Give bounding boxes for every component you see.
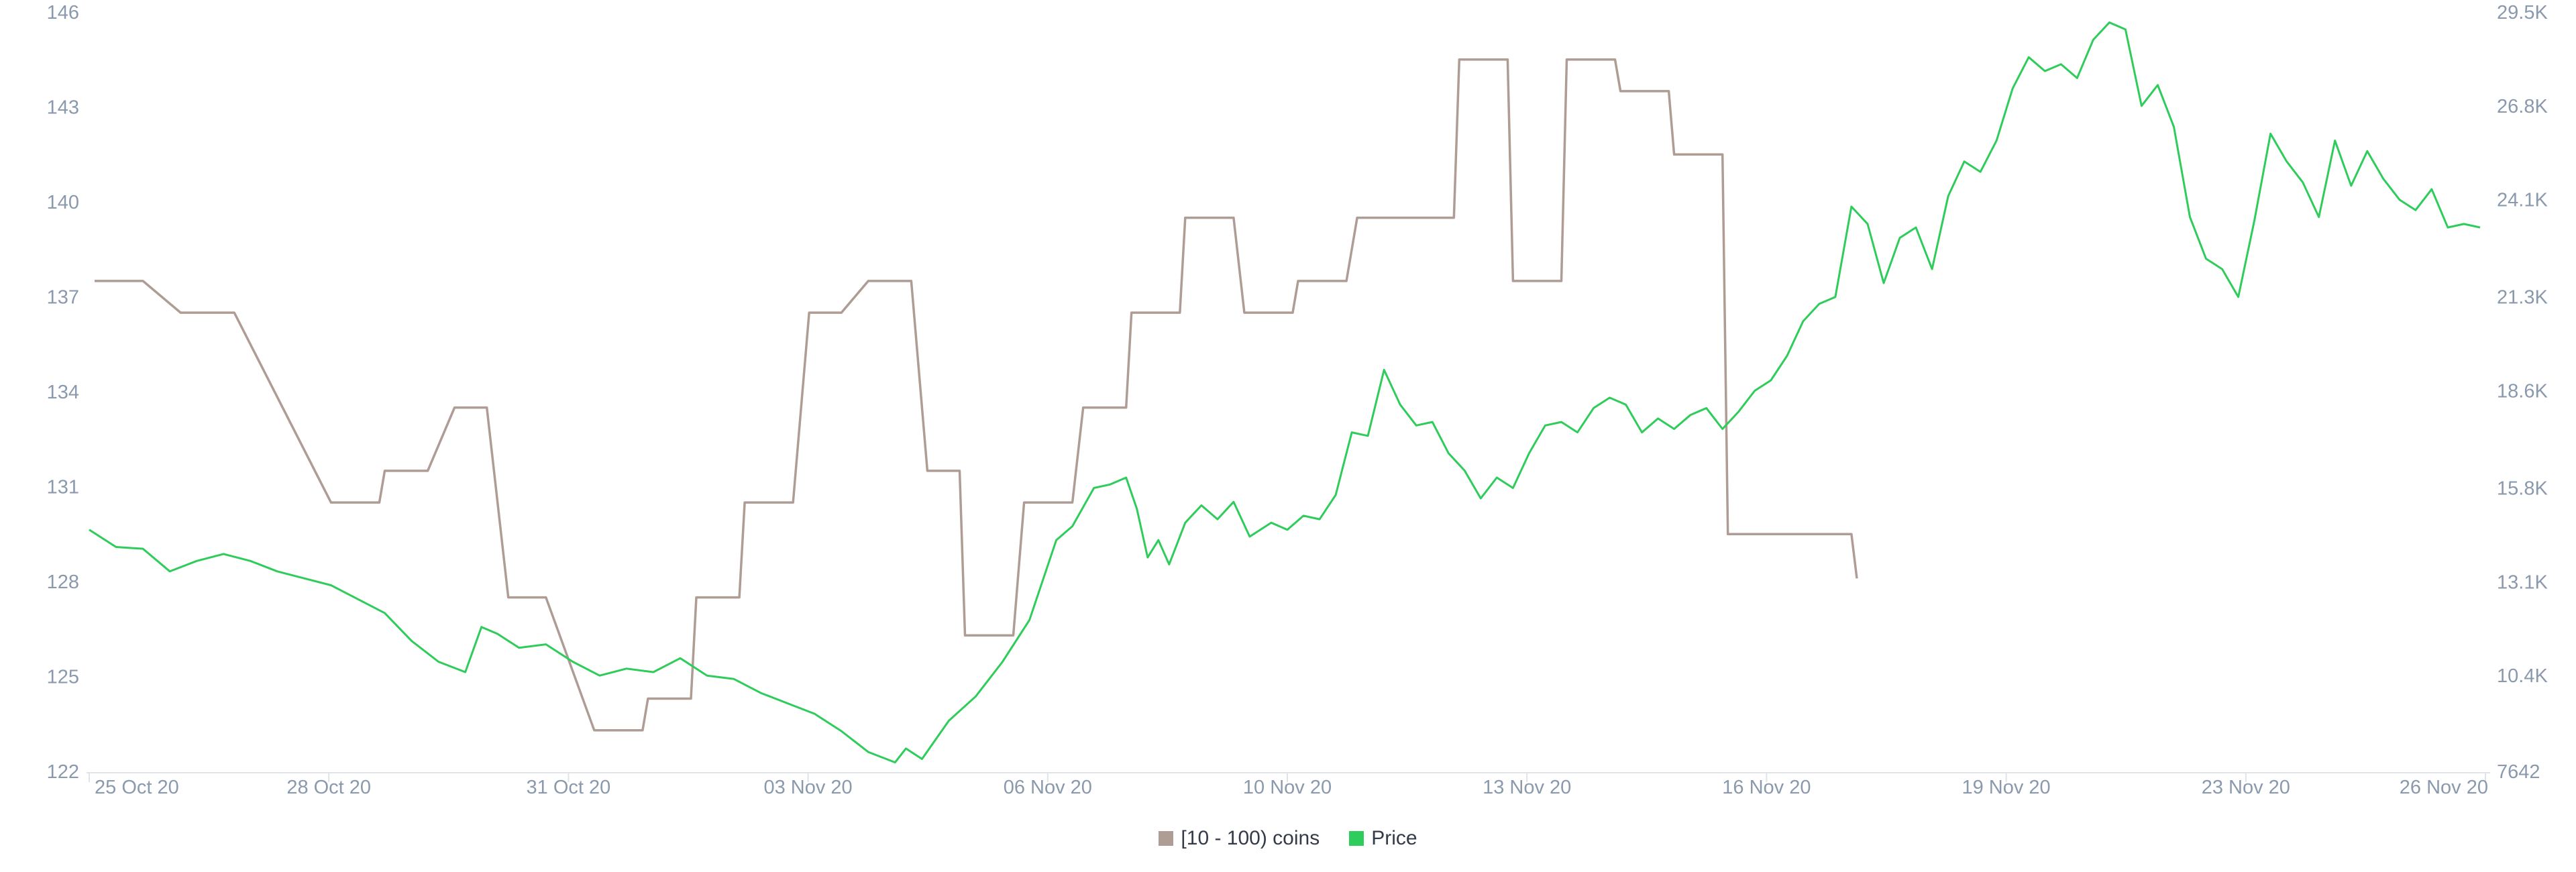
series-line-price xyxy=(89,21,2481,764)
y-right-tick-label: 18.6K xyxy=(2497,380,2548,402)
x-tick-label: 23 Nov 20 xyxy=(2202,777,2290,798)
x-tick-label: 10 Nov 20 xyxy=(1243,777,1332,798)
y-left-tick-label: 134 xyxy=(47,382,79,403)
legend-item-price[interactable]: Price xyxy=(1349,827,1417,850)
y-left-tick-label: 125 xyxy=(47,667,79,688)
y-right-tick-label: 15.8K xyxy=(2497,478,2548,500)
legend-label-coins: [10 - 100) coins xyxy=(1181,827,1320,849)
y-left-ticks: 122 125 128 131 134 137 140 143 146 xyxy=(47,2,79,783)
series-layer xyxy=(89,21,2481,764)
y-right-tick-label: 7642 xyxy=(2497,761,2540,783)
y-left-tick-label: 128 xyxy=(47,571,79,593)
x-tick-label: 31 Oct 20 xyxy=(527,777,611,798)
legend: [10 - 100) coins Price xyxy=(0,822,2576,855)
legend-item-coins[interactable]: [10 - 100) coins xyxy=(1159,827,1320,850)
y-left-tick-label: 140 xyxy=(47,192,79,213)
y-left-tick-label: 143 xyxy=(47,97,79,119)
y-left-tick-label: 131 xyxy=(47,477,79,498)
series-line-coins xyxy=(95,58,1858,732)
legend-swatch-price xyxy=(1349,831,1364,846)
y-right-tick-label: 26.8K xyxy=(2497,96,2548,117)
y-left-tick-label: 137 xyxy=(47,287,79,309)
y-left-tick-label: 122 xyxy=(47,761,79,783)
y-right-tick-label: 29.5K xyxy=(2497,2,2548,23)
x-tick-label: 03 Nov 20 xyxy=(763,777,852,798)
y-right-tick-label: 13.1K xyxy=(2497,571,2548,593)
y-right-tick-label: 10.4K xyxy=(2497,665,2548,687)
x-tick-label: 26 Nov 20 xyxy=(2400,777,2488,798)
y-left-tick-label: 146 xyxy=(47,2,79,23)
x-tick-label: 19 Nov 20 xyxy=(1962,777,2050,798)
x-tick-label: 16 Nov 20 xyxy=(1722,777,1811,798)
x-tick-label: 28 Oct 20 xyxy=(286,777,371,798)
x-tick-label: 25 Oct 20 xyxy=(95,777,179,798)
x-ticks: 25 Oct 20 28 Oct 20 31 Oct 20 03 Nov 20 06 N… xyxy=(89,773,2488,798)
x-tick-label: 06 Nov 20 xyxy=(1004,777,1092,798)
legend-label-price: Price xyxy=(1371,827,1417,849)
y-right-tick-label: 21.3K xyxy=(2497,287,2548,309)
y-right-ticks: 7642 10.4K 13.1K 15.8K 18.6K 21.3K 24.1K 26.8K 2… xyxy=(2497,2,2548,783)
x-tick-label: 13 Nov 20 xyxy=(1483,777,1571,798)
legend-swatch-coins xyxy=(1159,831,1174,846)
y-right-tick-label: 24.1K xyxy=(2497,190,2548,211)
